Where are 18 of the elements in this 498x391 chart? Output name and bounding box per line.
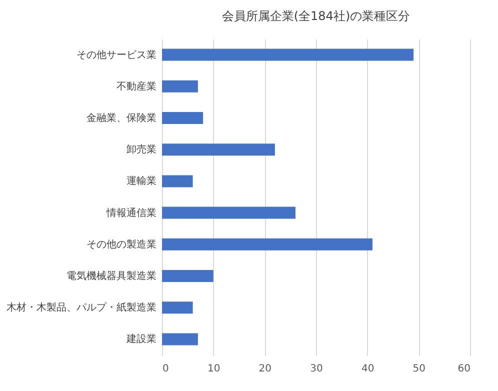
x-tick-label: 60 <box>458 364 470 374</box>
x-tick-label: 10 <box>207 364 220 374</box>
y-tick-label: 不動産業 <box>116 80 156 92</box>
x-tick-label: 40 <box>361 364 374 374</box>
y-tick-label: 卸売業 <box>126 144 156 156</box>
y-tick-label: その他サービス業 <box>76 48 156 61</box>
x-tick-label: 20 <box>258 364 272 374</box>
y-tick-label: 金融業、保険業 <box>86 112 156 124</box>
y-tick-label: 運輸業 <box>126 175 156 188</box>
y-tick-label: 情報通信業 <box>106 206 156 219</box>
x-tick-label: 30 <box>310 364 323 374</box>
y-tick-label: 建設業 <box>126 333 156 346</box>
y-tick-label: 電気機械器具製造業 <box>66 270 156 282</box>
x-tick-label: 0 <box>162 364 169 374</box>
y-tick-label: その他の製造業 <box>86 238 156 250</box>
x-tick-label: 50 <box>412 364 426 374</box>
y-tick-label: 木材・木製品、パルプ・紙製造業 <box>6 302 156 314</box>
chart-title: 会員所属企業(全184社)の業種区分 <box>222 9 410 23</box>
